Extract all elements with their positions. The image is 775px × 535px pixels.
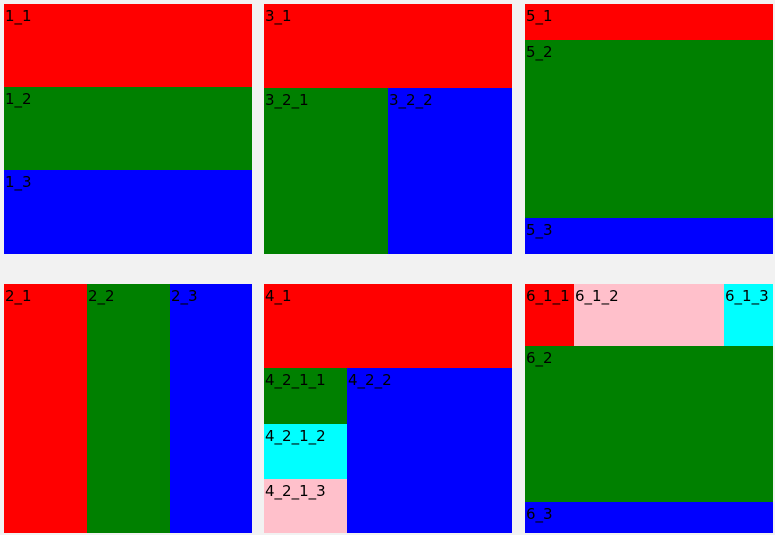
panel-6: 6_1_1 6_1_2 6_1_3 6_2 6_3 [525,284,773,533]
cell-2-2: 2_2 [87,284,170,533]
cell-6-1-3: 6_1_3 [724,284,773,346]
cell-label: 5_3 [526,221,553,239]
cell-label: 6_3 [526,505,553,523]
cell-label: 3_2_2 [389,91,433,109]
cell-5-1: 5_1 [525,4,773,40]
cell-label: 3_1 [265,7,292,25]
cell-label: 5_1 [526,7,553,25]
cell-label: 6_1_2 [575,287,619,305]
cell-label: 4_2_1_3 [265,482,326,500]
cell-4-1: 4_1 [264,284,512,368]
cell-label: 2_2 [88,287,115,305]
cell-2-1: 2_1 [4,284,87,533]
cell-label: 2_1 [5,287,32,305]
cell-6-2: 6_2 [525,346,773,502]
cell-label: 6_1_3 [725,287,769,305]
cell-label: 1_3 [5,173,32,191]
cell-4-2-2: 4_2_2 [347,368,512,533]
cell-5-3: 5_3 [525,218,773,254]
panel-3: 3_1 3_2_1 3_2_2 [264,4,512,254]
cell-2-3: 2_3 [170,284,252,533]
cell-label: 4_1 [265,287,292,305]
cell-3-2-2: 3_2_2 [388,88,512,254]
cell-label: 5_2 [526,43,553,61]
cell-1-1: 1_1 [4,4,252,87]
cell-5-2: 5_2 [525,40,773,218]
cell-4-2-1-1: 4_2_1_1 [264,368,347,424]
cell-4-2-1-3: 4_2_1_3 [264,479,347,533]
cell-label: 4_2_1_1 [265,371,326,389]
cell-label: 6_1_1 [526,287,570,305]
cell-3-2-1: 3_2_1 [264,88,388,254]
panel-1: 1_1 1_2 1_3 [4,4,252,254]
cell-label: 4_2_1_2 [265,427,326,445]
cell-1-3: 1_3 [4,170,252,254]
panel-5: 5_1 5_2 5_3 [525,4,773,254]
cell-6-1-1: 6_1_1 [525,284,574,346]
cell-6-1-2: 6_1_2 [574,284,724,346]
cell-3-1: 3_1 [264,4,512,88]
cell-label: 3_2_1 [265,91,309,109]
panel-4: 4_1 4_2_1_1 4_2_1_2 4_2_1_3 4_2_2 [264,284,512,533]
cell-6-3: 6_3 [525,502,773,533]
cell-label: 6_2 [526,349,553,367]
cell-label: 4_2_2 [348,371,392,389]
cell-label: 1_1 [5,7,32,25]
cell-label: 2_3 [171,287,198,305]
panel-2: 2_1 2_2 2_3 [4,284,252,533]
cell-4-2-1-2: 4_2_1_2 [264,424,347,479]
cell-1-2: 1_2 [4,87,252,170]
cell-label: 1_2 [5,90,32,108]
